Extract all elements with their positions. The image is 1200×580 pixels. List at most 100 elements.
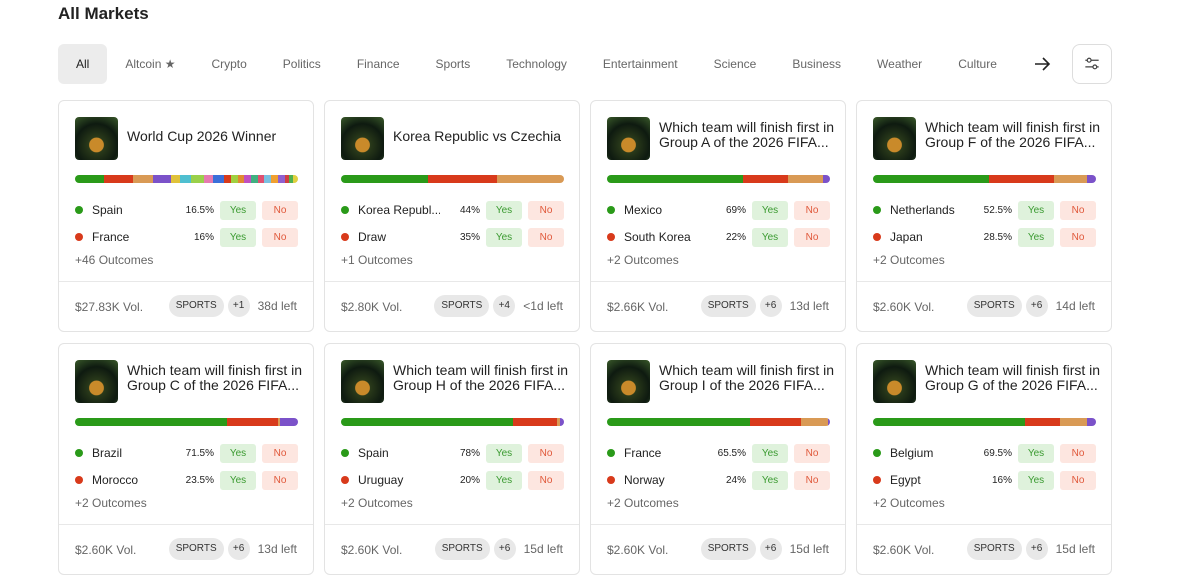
scroll-arrow[interactable] <box>1030 52 1054 76</box>
bar-segment <box>190 175 205 183</box>
more-outcomes[interactable]: +1 Outcomes <box>341 253 413 267</box>
more-outcomes[interactable]: +2 Outcomes <box>607 496 679 510</box>
yes-button[interactable]: Yes <box>220 470 256 490</box>
no-button[interactable]: No <box>794 470 830 490</box>
yes-button[interactable]: Yes <box>1018 470 1054 490</box>
no-button[interactable]: No <box>1060 443 1096 463</box>
yes-button[interactable]: Yes <box>1018 200 1054 220</box>
tab[interactable]: Finance <box>356 57 400 71</box>
tab[interactable]: Business <box>792 57 842 71</box>
bar-segment <box>103 175 133 183</box>
market-card[interactable]: Korea Republic vs Czechia Korea Republ...… <box>324 100 580 332</box>
market-card[interactable]: Which team will finish first in Group G … <box>856 343 1112 575</box>
market-title[interactable]: Which team will finish first in Group F … <box>925 119 1101 150</box>
more-outcomes[interactable]: +2 Outcomes <box>607 253 679 267</box>
yes-button[interactable]: Yes <box>752 227 788 247</box>
yes-button[interactable]: Yes <box>752 470 788 490</box>
category-tag[interactable]: SPORTS <box>168 538 224 560</box>
extra-tags[interactable]: +6 <box>1025 538 1048 560</box>
no-button[interactable]: No <box>794 443 830 463</box>
market-title[interactable]: Which team will finish first in Group H … <box>393 362 569 393</box>
no-button[interactable]: No <box>794 200 830 220</box>
market-card[interactable]: Which team will finish first in Group A … <box>590 100 846 332</box>
yes-button[interactable]: Yes <box>486 200 522 220</box>
extra-tags[interactable]: +6 <box>759 538 782 560</box>
tab[interactable]: Culture <box>958 57 997 71</box>
no-button[interactable]: No <box>262 470 298 490</box>
tab[interactable]: Crypto <box>211 57 247 71</box>
outcome-dot <box>607 476 615 484</box>
market-card[interactable]: Which team will finish first in Group C … <box>58 343 314 575</box>
tab[interactable]: Science <box>713 57 757 71</box>
tab[interactable]: Altcoin ★ <box>125 57 176 71</box>
no-button[interactable]: No <box>794 227 830 247</box>
tab[interactable]: Entertainment <box>602 57 678 71</box>
no-button[interactable]: No <box>528 470 564 490</box>
yes-button[interactable]: Yes <box>220 200 256 220</box>
no-button[interactable]: No <box>528 227 564 247</box>
yes-button[interactable]: Yes <box>486 470 522 490</box>
more-outcomes[interactable]: +2 Outcomes <box>873 253 945 267</box>
tab[interactable]: All <box>58 44 108 84</box>
market-card[interactable]: Which team will finish first in Group H … <box>324 343 580 575</box>
bar-segment <box>873 175 989 183</box>
market-title[interactable]: Korea Republic vs Czechia <box>393 128 562 144</box>
bar-segment <box>1053 175 1088 183</box>
yes-button[interactable]: Yes <box>220 227 256 247</box>
more-outcomes[interactable]: +2 Outcomes <box>873 496 945 510</box>
category-tag[interactable]: SPORTS <box>966 295 1022 317</box>
bar-segment <box>512 418 558 426</box>
outcome-row: Spain 78% Yes No <box>341 443 564 463</box>
category-tag[interactable]: SPORTS <box>966 538 1022 560</box>
card-footer: SPORTS +6 14d left <box>966 295 1095 317</box>
market-card[interactable]: Which team will finish first in Group I … <box>590 343 846 575</box>
category-tag[interactable]: SPORTS <box>434 538 490 560</box>
yes-button[interactable]: Yes <box>220 443 256 463</box>
bar-segment <box>341 418 513 426</box>
volume: $2.60K Vol. <box>75 543 137 557</box>
outcome-row: Belgium 69.5% Yes No <box>873 443 1096 463</box>
market-title[interactable]: Which team will finish first in Group A … <box>659 119 835 150</box>
more-outcomes[interactable]: +46 Outcomes <box>75 253 154 267</box>
market-card[interactable]: World Cup 2026 Winner Spain 16.5% Yes No Fran… <box>58 100 314 332</box>
market-title[interactable]: Which team will finish first in Group C … <box>127 362 303 393</box>
extra-tags[interactable]: +6 <box>227 538 250 560</box>
filter-button[interactable] <box>1072 44 1112 84</box>
category-tag[interactable]: SPORTS <box>434 295 490 317</box>
tab[interactable]: Weather <box>877 57 923 71</box>
more-outcomes[interactable]: +2 Outcomes <box>341 496 413 510</box>
no-button[interactable]: No <box>262 227 298 247</box>
tab[interactable]: Sports <box>435 57 471 71</box>
market-card[interactable]: Which team will finish first in Group F … <box>856 100 1112 332</box>
volume: $2.60K Vol. <box>341 543 403 557</box>
yes-button[interactable]: Yes <box>1018 227 1054 247</box>
tab[interactable]: Technology <box>506 57 567 71</box>
extra-tags[interactable]: +6 <box>493 538 516 560</box>
yes-button[interactable]: Yes <box>752 443 788 463</box>
market-title[interactable]: World Cup 2026 Winner <box>127 128 277 144</box>
bar-segment <box>787 175 824 183</box>
extra-tags[interactable]: +1 <box>227 295 250 317</box>
market-title[interactable]: Which team will finish first in Group I … <box>659 362 835 393</box>
extra-tags[interactable]: +6 <box>759 295 782 317</box>
no-button[interactable]: No <box>1060 470 1096 490</box>
no-button[interactable]: No <box>528 443 564 463</box>
no-button[interactable]: No <box>262 443 298 463</box>
no-button[interactable]: No <box>1060 227 1096 247</box>
yes-button[interactable]: Yes <box>752 200 788 220</box>
tab[interactable]: Politics <box>282 57 321 71</box>
no-button[interactable]: No <box>528 200 564 220</box>
yes-button[interactable]: Yes <box>1018 443 1054 463</box>
more-outcomes[interactable]: +2 Outcomes <box>75 496 147 510</box>
no-button[interactable]: No <box>1060 200 1096 220</box>
no-button[interactable]: No <box>262 200 298 220</box>
extra-tags[interactable]: +6 <box>1025 295 1048 317</box>
category-tag[interactable]: SPORTS <box>168 295 224 317</box>
market-title[interactable]: Which team will finish first in Group G … <box>925 362 1101 393</box>
yes-button[interactable]: Yes <box>486 443 522 463</box>
yes-button[interactable]: Yes <box>486 227 522 247</box>
outcome-row: Egypt 16% Yes No <box>873 470 1096 490</box>
extra-tags[interactable]: +4 <box>493 295 516 317</box>
category-tag[interactable]: SPORTS <box>700 295 756 317</box>
category-tag[interactable]: SPORTS <box>700 538 756 560</box>
